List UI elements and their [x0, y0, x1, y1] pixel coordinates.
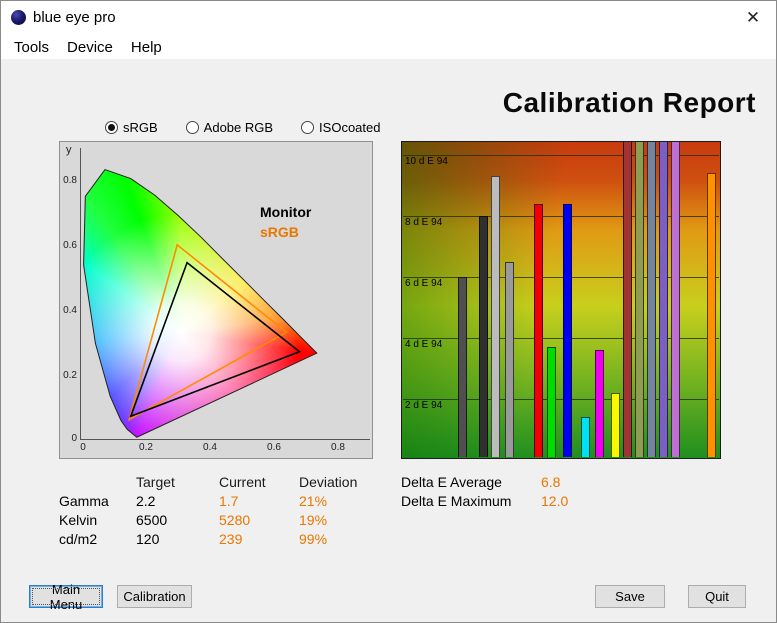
- spectral-locus-outline: [84, 170, 317, 438]
- quit-button[interactable]: Quit: [688, 585, 746, 608]
- page-title: Calibration Report: [502, 87, 756, 118]
- legend-srgb-label: sRGB: [260, 224, 299, 240]
- cie-gamut-panel: y 0.8 0.6 0.4 0.2 0 0 0.2 0.4 0.6 0.8 Mo…: [59, 141, 373, 459]
- gridline-label: 6 d E 94: [405, 278, 443, 289]
- kelvin-deviation: 19%: [299, 512, 328, 528]
- x-tick: 0: [80, 442, 86, 453]
- delta-e-summary: Delta E Average 6.8 Delta E Maximum 12.0: [401, 473, 611, 511]
- delta-e-bar-plot: 10 d E 94 8 d E 94 6 d E 94 4 d E 94 2 d…: [401, 141, 721, 459]
- y-tick: 0: [71, 433, 77, 444]
- cdm2-current: 239: [219, 531, 243, 547]
- delta-e-bar: [534, 203, 543, 457]
- cdm2-deviation: 99%: [299, 531, 328, 547]
- x-tick: 0.8: [331, 442, 345, 453]
- x-tick: 0.4: [203, 442, 217, 453]
- gridline-label: 4 d E 94: [405, 339, 443, 350]
- gamma-target: 2.2: [136, 493, 156, 509]
- delta-e-bar: [581, 417, 590, 457]
- menu-item-tools[interactable]: Tools: [14, 38, 50, 56]
- delta-e-bar: [595, 350, 604, 457]
- calibration-button[interactable]: Calibration: [117, 585, 192, 608]
- y-axis-title: y: [66, 144, 72, 156]
- menu-item-device[interactable]: Device: [67, 38, 113, 56]
- gamma-current: 1.7: [219, 493, 239, 509]
- radio-circle-adobe-rgb: [185, 121, 199, 134]
- gridline-label: 2 d E 94: [405, 400, 443, 411]
- gridline-10dE: 10 d E 94: [403, 155, 719, 167]
- title-bar: blue eye pro ✕: [1, 1, 776, 35]
- column-header-target: Target: [136, 474, 175, 490]
- row-label-kelvin: Kelvin: [59, 512, 98, 528]
- gamut-triangles-overlay: [81, 148, 370, 439]
- srgb-gamut-triangle: [129, 245, 286, 420]
- kelvin-current: 5280: [219, 512, 251, 528]
- delta-e-bar: [547, 347, 556, 457]
- radio-label: Adobe RGB: [203, 120, 274, 135]
- delta-e-bar: [458, 277, 467, 457]
- cdm2-target: 120: [136, 531, 160, 547]
- x-tick: 0.2: [139, 442, 153, 453]
- delta-e-bar: [563, 203, 572, 457]
- gridline-2dE: 2 d E 94: [403, 399, 719, 411]
- radio-adobe-rgb[interactable]: Adobe RGB: [185, 120, 274, 135]
- delta-e-bar: [491, 176, 500, 457]
- delta-e-bar: [611, 392, 620, 457]
- kelvin-target: 6500: [136, 512, 168, 528]
- column-header-deviation: Deviation: [299, 474, 358, 490]
- y-tick: 0.2: [63, 370, 77, 381]
- main-menu-button[interactable]: Main Menu: [29, 582, 103, 612]
- delta-e-bar: [707, 173, 716, 457]
- window-title: blue eye pro: [33, 9, 116, 26]
- app-icon: [11, 10, 26, 25]
- y-tick: 0.4: [63, 305, 77, 316]
- delta-e-bar: [671, 142, 680, 457]
- column-header-current: Current: [219, 474, 266, 490]
- radio-label: ISOcoated: [319, 120, 381, 135]
- gridline-6dE: 6 d E 94: [403, 277, 719, 289]
- measurements-table: Target Current Deviation Gamma 2.2 1.7 2…: [59, 473, 384, 549]
- cie-plot-area: [80, 148, 370, 440]
- delta-e-bar: [479, 216, 488, 457]
- table-cell-empty: [59, 473, 136, 492]
- radio-isocoated[interactable]: ISOcoated: [301, 120, 380, 135]
- delta-e-maximum-label: Delta E Maximum: [401, 493, 512, 509]
- close-button[interactable]: ✕: [730, 1, 776, 34]
- delta-e-bar: [623, 142, 632, 457]
- delta-e-maximum-value: 12.0: [541, 493, 569, 509]
- gamma-deviation: 21%: [299, 493, 328, 509]
- save-button[interactable]: Save: [595, 585, 665, 608]
- menu-bar: Tools Device Help: [1, 35, 776, 59]
- radio-label: sRGB: [123, 120, 158, 135]
- delta-e-bar: [505, 261, 514, 457]
- gridline-label: 10 d E 94: [405, 156, 448, 167]
- legend-monitor-label: Monitor: [260, 204, 312, 220]
- gridline-8dE: 8 d E 94: [403, 216, 719, 228]
- y-tick: 0.8: [63, 175, 77, 186]
- radio-srgb[interactable]: sRGB: [105, 120, 158, 135]
- x-tick: 0.6: [267, 442, 281, 453]
- delta-e-average-value: 6.8: [541, 474, 561, 490]
- gridline-4dE: 4 d E 94: [403, 338, 719, 350]
- close-icon: ✕: [745, 7, 761, 27]
- menu-item-help[interactable]: Help: [130, 38, 162, 56]
- row-label-gamma: Gamma: [59, 493, 109, 509]
- delta-e-bar: [647, 142, 656, 457]
- gridline-label: 8 d E 94: [405, 217, 443, 228]
- delta-e-bar: [659, 142, 668, 457]
- radio-circle-srgb: [105, 121, 118, 134]
- delta-e-average-label: Delta E Average: [401, 474, 502, 490]
- row-label-cdm2: cd/m2: [59, 531, 98, 547]
- gamut-radio-group: sRGB Adobe RGB ISOcoated: [105, 120, 380, 135]
- monitor-gamut-triangle: [131, 263, 300, 417]
- delta-e-bar: [635, 142, 644, 457]
- radio-circle-isocoated: [301, 121, 315, 134]
- y-tick: 0.6: [63, 240, 77, 251]
